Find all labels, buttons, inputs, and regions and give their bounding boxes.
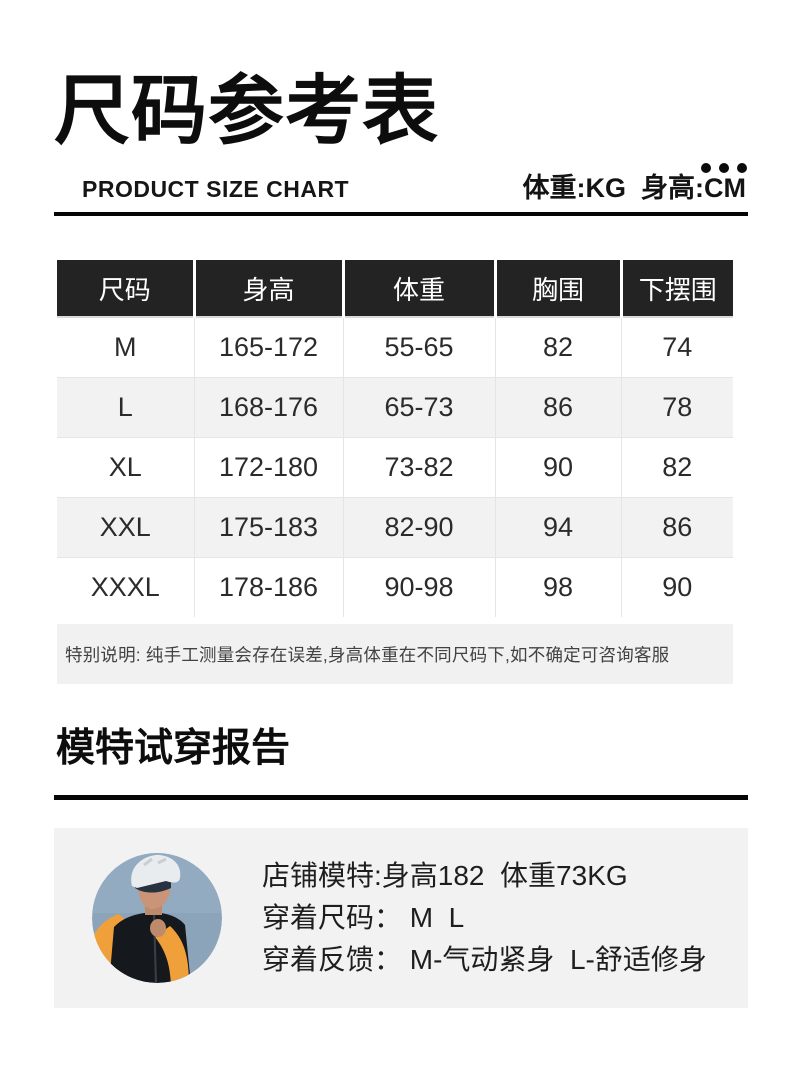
page-subtitle: PRODUCT SIZE CHART <box>82 176 350 202</box>
cell-size: M <box>57 317 194 377</box>
cell-size: L <box>57 376 194 437</box>
table-row: L 168-176 65-73 86 78 <box>57 376 733 437</box>
cell-hem: 86 <box>620 496 733 557</box>
cell-height: 172-180 <box>193 436 343 497</box>
cell-hem: 78 <box>620 376 733 437</box>
cell-hem: 82 <box>620 436 733 497</box>
table-row: XL 172-180 73-82 90 82 <box>57 436 733 497</box>
model-photo-avatar <box>92 853 222 983</box>
fit-report-title: 模特试穿报告 <box>56 727 291 770</box>
table-row: XXL 175-183 82-90 94 86 <box>57 496 733 557</box>
cell-weight: 90-98 <box>342 556 495 617</box>
dot-icon <box>701 163 711 173</box>
col-header-chest: 胸围 <box>493 260 621 318</box>
cell-weight: 73-82 <box>342 436 495 497</box>
cell-size: XL <box>57 436 194 497</box>
cell-weight: 65-73 <box>342 376 495 437</box>
cell-weight: 82-90 <box>342 496 495 557</box>
cell-chest: 86 <box>494 376 621 437</box>
table-header-row: 尺码 身高 体重 胸围 下摆围 <box>57 260 733 318</box>
col-header-height: 身高 <box>192 260 343 318</box>
header-divider <box>54 212 748 216</box>
table-row: M 165-172 55-65 82 74 <box>57 317 733 377</box>
cell-hem: 74 <box>620 317 733 377</box>
cell-size: XXXL <box>57 556 194 617</box>
dot-icon <box>719 163 729 173</box>
cell-size: XXL <box>57 496 194 557</box>
cell-chest: 82 <box>494 317 621 377</box>
feedback-line: 穿着反馈： M-气动紧身 L-舒适修身 <box>262 944 707 975</box>
model-report-card: 店铺模特:身高182 体重73KG 穿着尺码： M L 穿着反馈： M-气动紧身… <box>54 828 748 1008</box>
cell-hem: 90 <box>620 556 733 617</box>
table-row: XXXL 178-186 90-98 98 90 <box>57 556 733 617</box>
page-title: 尺码参考表 <box>54 69 439 154</box>
menu-dots-icon[interactable] <box>701 163 747 173</box>
cell-chest: 98 <box>494 556 621 617</box>
cell-chest: 94 <box>494 496 621 557</box>
col-header-size: 尺码 <box>57 260 194 318</box>
header-subrow: PRODUCT SIZE CHART 体重:KG 身高:CM <box>82 166 746 203</box>
col-header-hem: 下摆围 <box>619 260 733 318</box>
units-label: 体重:KG 身高:CM <box>522 173 746 203</box>
cell-height: 175-183 <box>193 496 343 557</box>
cell-height: 168-176 <box>193 376 343 437</box>
cell-weight: 55-65 <box>342 317 495 377</box>
sizes-worn-line: 穿着尺码： M L <box>262 902 465 933</box>
report-divider <box>54 795 748 800</box>
col-header-weight: 体重 <box>341 260 495 318</box>
cell-chest: 90 <box>494 436 621 497</box>
dot-icon <box>737 163 747 173</box>
model-info-line: 店铺模特:身高182 体重73KG <box>262 860 628 891</box>
size-chart-table: 尺码 身高 体重 胸围 下摆围 M 165-172 55-65 82 74 L … <box>57 260 733 684</box>
measurement-note: 特别说明: 纯手工测量会存在误差,身高体重在不同尺码下,如不确定可咨询客服 <box>57 624 733 684</box>
cell-height: 178-186 <box>193 556 343 617</box>
cell-height: 165-172 <box>193 317 343 377</box>
